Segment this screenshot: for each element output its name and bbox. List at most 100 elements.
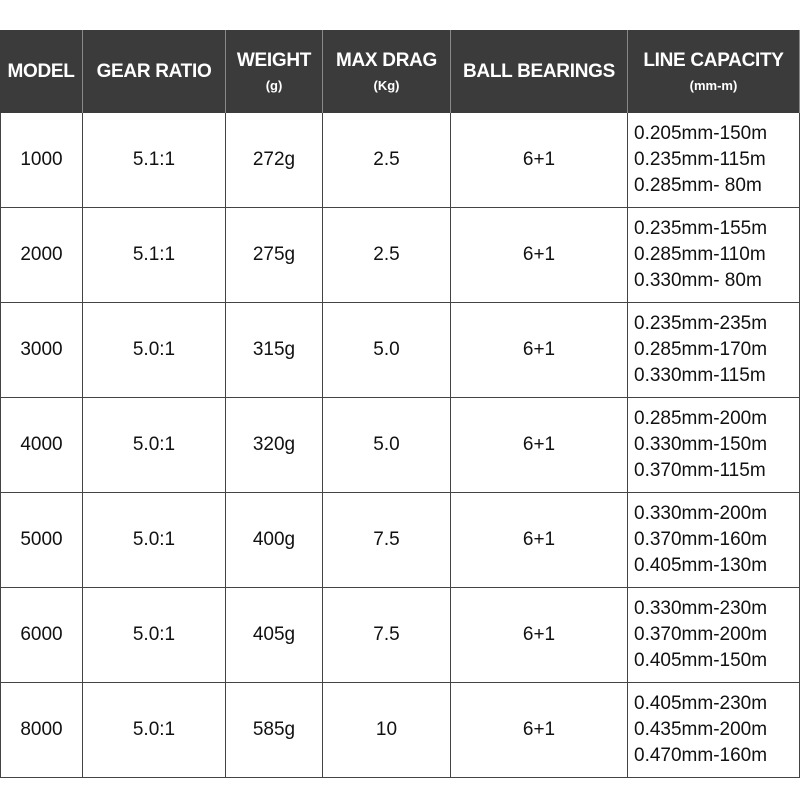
- cell-text: 5.1:1: [132, 244, 176, 265]
- table-cell: 2000: [0, 208, 83, 303]
- line-capacity: 0.235mm-235m: [634, 313, 768, 334]
- cell-text: 5.0: [373, 339, 400, 360]
- line-capacity: 0.330mm-200m: [634, 503, 768, 524]
- cell-text: 4000: [20, 434, 63, 455]
- line-capacity: 0.405mm-230m: [634, 693, 768, 714]
- line-capacity: 0.330mm-150m: [634, 434, 768, 455]
- line-capacity: 0.330mm-115m: [634, 365, 766, 386]
- line-capacity: 0.235mm-155m: [634, 218, 768, 239]
- line-capacity: 0.330mm- 80m: [634, 270, 762, 291]
- cell-text: 6000: [20, 624, 63, 645]
- cell-text: 3000: [20, 339, 63, 360]
- cell-text: 5.0:1: [132, 624, 176, 645]
- table-cell: 7.5: [323, 588, 451, 683]
- header-unit: (g): [265, 78, 283, 93]
- table-cell: 5.0: [323, 303, 451, 398]
- cell-text: 10: [375, 719, 398, 740]
- table-cell: 5.0:1: [83, 493, 226, 588]
- table-cell: 0.405mm-230m 0.435mm-200m 0.470mm-160m: [628, 683, 800, 778]
- cell-text: 7.5: [373, 624, 400, 645]
- cell-text: 585g: [252, 719, 296, 740]
- header-title: WEIGHT: [236, 50, 312, 71]
- table-cell: 0.330mm-200m 0.370mm-160m 0.405mm-130m: [628, 493, 800, 588]
- table-cell: 4000: [0, 398, 83, 493]
- cell-text: 400g: [252, 529, 296, 550]
- cell-text: 275g: [252, 244, 296, 265]
- table-cell: 275g: [226, 208, 323, 303]
- cell-text: 5.1:1: [132, 149, 176, 170]
- table-cell: 10: [323, 683, 451, 778]
- table-cell: 6+1: [451, 303, 628, 398]
- table-cell: 405g: [226, 588, 323, 683]
- cell-text: 5.0: [373, 434, 400, 455]
- header-cell: WEIGHT (g): [226, 30, 323, 113]
- table-cell: 5.1:1: [83, 208, 226, 303]
- header-cell: LINE CAPACITY (mm-m): [628, 30, 800, 113]
- line-capacity: 0.205mm-150m: [634, 123, 768, 144]
- line-capacity: 0.405mm-130m: [634, 555, 768, 576]
- cell-text: 6+1: [522, 624, 556, 645]
- header-title: MODEL: [7, 60, 75, 82]
- header-title: MAX DRAG: [335, 50, 438, 71]
- line-capacity: 0.370mm-115m: [634, 460, 766, 481]
- cell-text: 5.0:1: [132, 434, 176, 455]
- line-capacity: 0.370mm-160m: [634, 529, 768, 550]
- table-cell: 5.1:1: [83, 113, 226, 208]
- table-cell: 5.0:1: [83, 303, 226, 398]
- table-cell: 1000: [0, 113, 83, 208]
- header-unit: (Kg): [373, 78, 400, 93]
- table-cell: 7.5: [323, 493, 451, 588]
- line-capacity: 0.285mm-170m: [634, 339, 768, 360]
- table-cell: 585g: [226, 683, 323, 778]
- table-cell: 6+1: [451, 398, 628, 493]
- table-cell: 6000: [0, 588, 83, 683]
- cell-text: 5.0:1: [132, 339, 176, 360]
- line-capacity: 0.285mm-200m: [634, 408, 768, 429]
- table-cell: 3000: [0, 303, 83, 398]
- header-title: BALL BEARINGS: [463, 60, 615, 82]
- header-cell: GEAR RATIO: [83, 30, 226, 113]
- header-cell: BALL BEARINGS: [451, 30, 628, 113]
- line-capacity: 0.235mm-115m: [634, 149, 766, 170]
- cell-text: 2.5: [373, 244, 400, 265]
- line-capacity: 0.330mm-230m: [634, 598, 768, 619]
- table-cell: 5.0: [323, 398, 451, 493]
- table-cell: 6+1: [451, 588, 628, 683]
- header-unit: (mm-m): [689, 78, 738, 93]
- cell-text: 6+1: [522, 719, 556, 740]
- table-cell: 0.330mm-230m 0.370mm-200m 0.405mm-150m: [628, 588, 800, 683]
- table-cell: 5.0:1: [83, 588, 226, 683]
- cell-text: 6+1: [522, 339, 556, 360]
- line-capacity: 0.285mm-110m: [634, 244, 766, 265]
- table-cell: 0.205mm-150m 0.235mm-115m 0.285mm- 80m: [628, 113, 800, 208]
- table-cell: 5000: [0, 493, 83, 588]
- header-title: LINE CAPACITY: [643, 50, 784, 71]
- table-cell: 0.235mm-235m 0.285mm-170m 0.330mm-115m: [628, 303, 800, 398]
- cell-text: 6+1: [522, 149, 556, 170]
- line-capacity: 0.435mm-200m: [634, 719, 768, 740]
- cell-text: 320g: [252, 434, 296, 455]
- table-cell: 6+1: [451, 683, 628, 778]
- cell-text: 7.5: [373, 529, 400, 550]
- table-cell: 6+1: [451, 113, 628, 208]
- table-cell: 8000: [0, 683, 83, 778]
- table-cell: 400g: [226, 493, 323, 588]
- header-title: GEAR RATIO: [96, 60, 212, 82]
- table-cell: 315g: [226, 303, 323, 398]
- table-cell: 0.285mm-200m 0.330mm-150m 0.370mm-115m: [628, 398, 800, 493]
- table-cell: 6+1: [451, 493, 628, 588]
- cell-text: 5000: [20, 529, 63, 550]
- cell-text: 272g: [252, 149, 296, 170]
- header-cell: MODEL: [0, 30, 83, 113]
- cell-text: 6+1: [522, 434, 556, 455]
- table-cell: 2.5: [323, 208, 451, 303]
- table-cell: 5.0:1: [83, 398, 226, 493]
- cell-text: 315g: [252, 339, 296, 360]
- table-cell: 320g: [226, 398, 323, 493]
- cell-text: 1000: [20, 149, 63, 170]
- line-capacity: 0.370mm-200m: [634, 624, 768, 645]
- cell-text: 405g: [252, 624, 296, 645]
- table-cell: 5.0:1: [83, 683, 226, 778]
- cell-text: 2000: [20, 244, 63, 265]
